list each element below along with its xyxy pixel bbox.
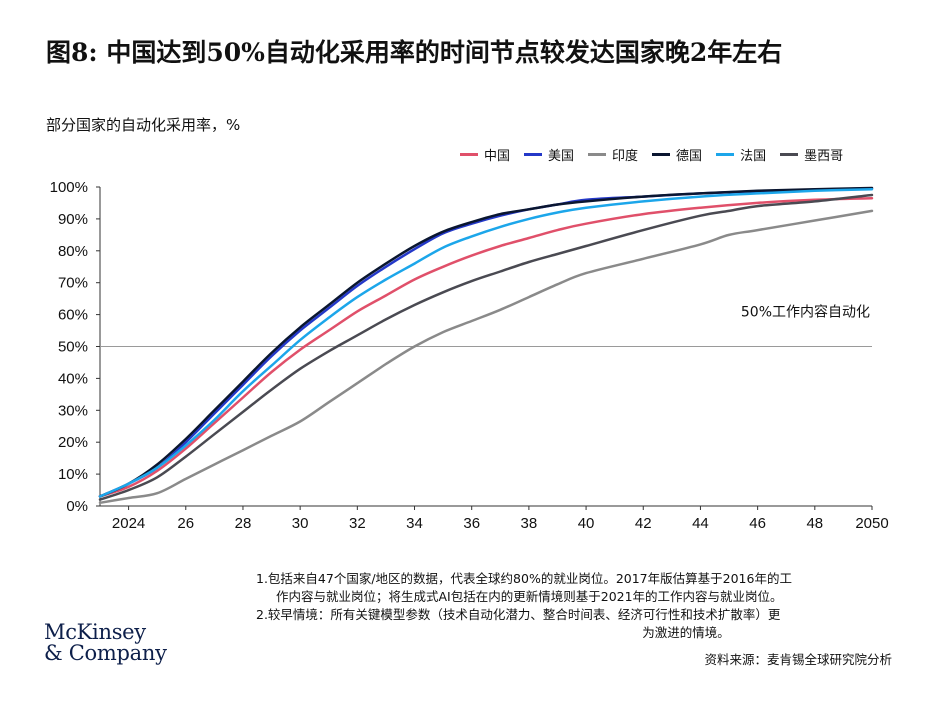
y-tick-label: 40% [58, 370, 88, 387]
legend-item: 中国 [460, 145, 511, 164]
legend-swatch [588, 152, 607, 156]
x-tick-label: 44 [692, 515, 709, 532]
y-tick-label: 30% [58, 402, 88, 419]
chart-legend: 中国 美国 印度 德国 法国 墨西哥 [460, 145, 844, 164]
footnotes: 1.包括来自47个国家/地区的数据，代表全球约80%的就业岗位。2017年版估算… [256, 570, 896, 642]
series-line-中国 [98, 196, 874, 498]
series-line-法国 [98, 187, 874, 498]
y-tick-label: 0% [66, 498, 88, 515]
mckinsey-logo: McKinsey & Company [44, 622, 167, 664]
legend-item: 墨西哥 [780, 145, 844, 164]
legend-item: 印度 [588, 145, 639, 164]
x-tick-label: 28 [235, 515, 252, 532]
x-tick-label: 48 [806, 515, 823, 532]
note-1-line-2: 作内容与就业岗位；将生成式AI包括在内的更新情境则基于2021年的工作内容与就业… [276, 589, 783, 604]
legend-swatch [460, 152, 478, 156]
x-tick-label: 26 [177, 515, 194, 532]
source-note: 资料来源：麦肯锡全球研究院分析 [704, 652, 892, 667]
x-tick-label: 2050 [855, 515, 888, 532]
x-tick-label: 38 [521, 515, 538, 532]
legend-swatch [780, 152, 799, 156]
legend-item: 德国 [652, 145, 703, 164]
x-tick-label: 32 [349, 515, 366, 532]
y-tick-label: 70% [58, 275, 88, 292]
legend-label: 法国 [740, 148, 767, 164]
legend-label: 德国 [676, 148, 703, 164]
legend-label: 中国 [484, 148, 511, 164]
note-1-line-1: 1.包括来自47个国家/地区的数据，代表全球约80%的就业岗位。2017年版估算… [256, 571, 792, 586]
series-line-墨西哥 [98, 193, 874, 501]
logo-line-2: & Company [44, 641, 167, 665]
y-tick-label: 10% [58, 466, 88, 483]
legend-label: 美国 [548, 148, 575, 164]
x-tick-label: 46 [749, 515, 766, 532]
legend-swatch [652, 152, 671, 156]
x-tick-label: 34 [406, 515, 423, 532]
page-title: 图8: 中国达到50%自动化采用率的时间节点较发达国家晚2年左右 [46, 38, 783, 67]
note-2-line-2: 为激进的情境。 [642, 625, 730, 640]
logo-line-1: McKinsey [44, 620, 146, 644]
x-tick-label: 30 [292, 515, 309, 532]
x-tick-label: 40 [578, 515, 595, 532]
series-line-印度 [98, 209, 874, 505]
y-tick-label: 20% [58, 434, 88, 451]
x-tick-label: 42 [635, 515, 652, 532]
y-tick-label: 80% [58, 243, 88, 260]
legend-item: 美国 [524, 145, 575, 164]
x-tick-label: 36 [463, 515, 480, 532]
series-line-德国 [98, 186, 874, 498]
chart-subtitle: 部分国家的自动化采用率，% [46, 116, 241, 134]
x-tick-label: 2024 [112, 515, 145, 532]
reference-line-label: 50%工作内容自动化 [741, 304, 870, 321]
legend-swatch [524, 152, 543, 156]
y-tick-label: 60% [58, 307, 88, 324]
y-tick-label: 90% [58, 211, 88, 228]
legend-item: 法国 [716, 145, 767, 164]
note-2-line-1: 2.较早情境：所有关键模型参数（技术自动化潜力、整合时间表、经济可行性和技术扩散… [256, 607, 781, 622]
y-tick-label: 50% [58, 339, 88, 356]
legend-label: 印度 [612, 148, 639, 164]
legend-label: 墨西哥 [804, 148, 844, 164]
y-tick-label: 100% [50, 179, 88, 196]
legend-swatch [716, 152, 735, 156]
series-line-美国 [98, 187, 874, 498]
